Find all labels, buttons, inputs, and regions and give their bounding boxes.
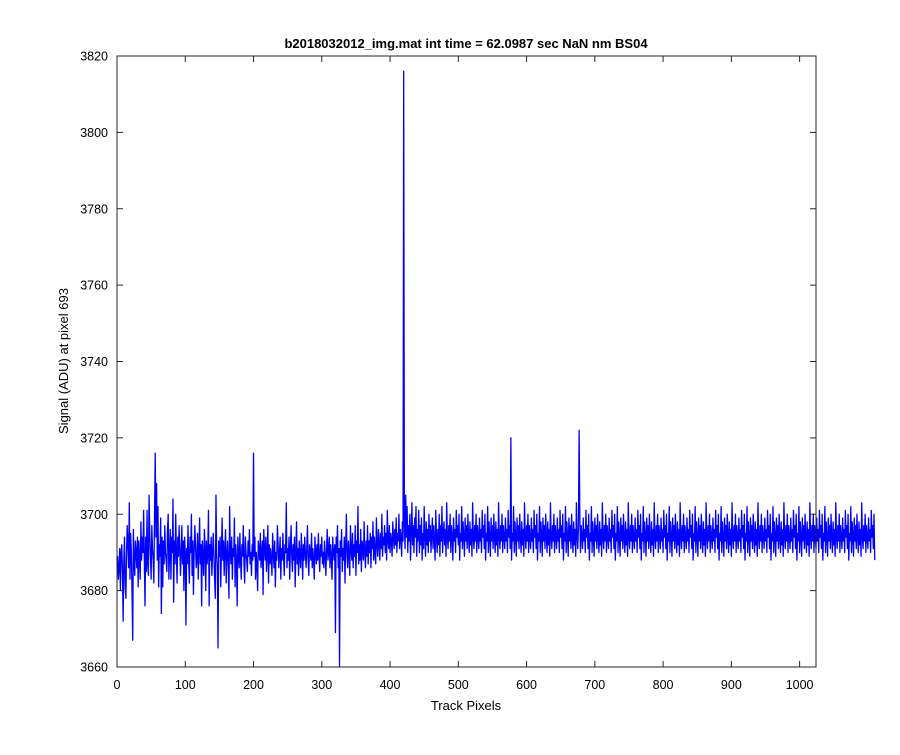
x-axis-ticks: 0 100 200 300 400 500 600 700 800 900 1000: [114, 56, 814, 692]
y-tick-label: 3820: [80, 50, 108, 64]
x-tick-label: 800: [653, 678, 674, 692]
y-axis-label: Signal (ADU) at pixel 693: [56, 288, 71, 434]
y-tick-label: 3700: [80, 508, 108, 522]
y-tick-label: 3740: [80, 355, 108, 369]
x-tick-label: 600: [516, 678, 537, 692]
y-tick-label: 3800: [80, 126, 108, 140]
data-layer: [117, 70, 876, 668]
y-tick-label: 3680: [80, 584, 108, 598]
chart-title: b2018032012_img.mat int time = 62.0987 s…: [284, 36, 648, 51]
y-tick-label: 3660: [80, 661, 108, 675]
y-tick-label: 3760: [80, 279, 108, 293]
x-axis-label: Track Pixels: [431, 698, 502, 713]
x-tick-label: 700: [584, 678, 605, 692]
plot-background: [117, 56, 816, 667]
y-tick-label: 3780: [80, 202, 108, 216]
x-tick-label: 500: [448, 678, 469, 692]
x-tick-label: 100: [175, 678, 196, 692]
x-tick-label: 900: [721, 678, 742, 692]
x-tick-label: 300: [311, 678, 332, 692]
x-tick-label: 1000: [786, 678, 814, 692]
x-tick-label: 0: [114, 678, 121, 692]
y-tick-label: 3720: [80, 431, 108, 445]
y-axis-ticks: 3660 3680 3700 3720 3740 3760 3780 3800 3820: [80, 50, 816, 675]
x-tick-label: 200: [243, 678, 264, 692]
x-tick-label: 400: [380, 678, 401, 692]
signal-series-line: [117, 70, 876, 668]
